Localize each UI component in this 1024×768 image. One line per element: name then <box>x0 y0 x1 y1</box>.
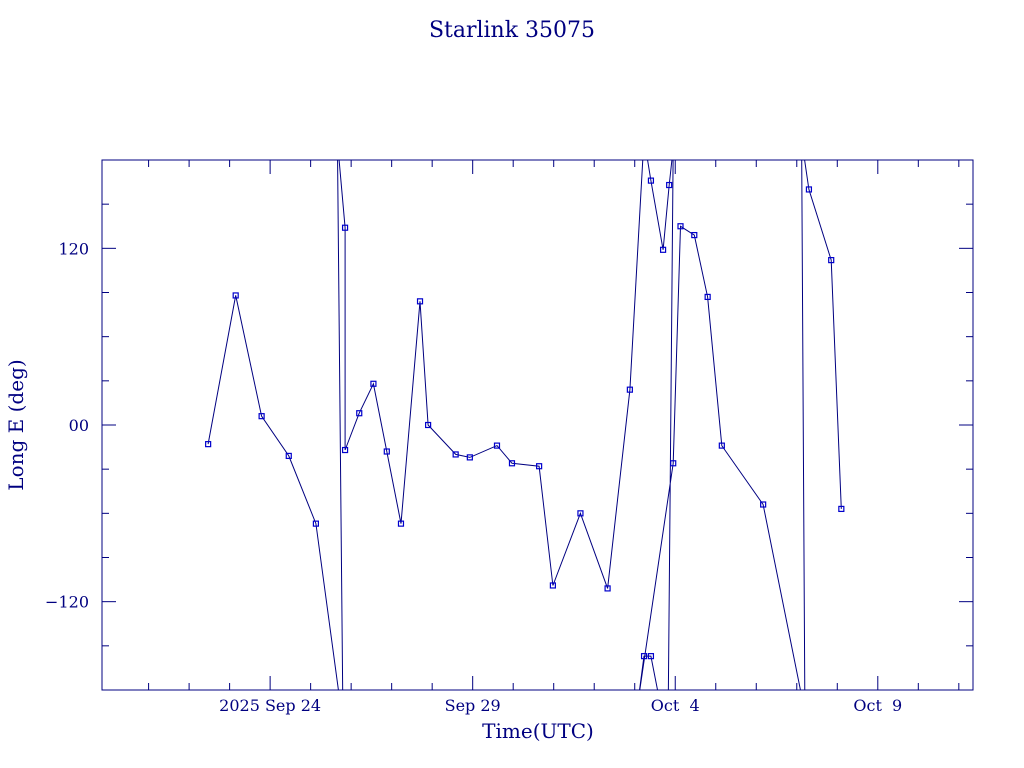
data-point-marker <box>370 380 377 387</box>
data-point-marker <box>805 186 813 193</box>
series-layer <box>207 160 842 690</box>
x-tick-label: Oct 9 <box>853 696 902 715</box>
data-point-marker <box>691 231 698 239</box>
data-point-marker <box>452 451 459 458</box>
data-point-marker <box>536 463 543 470</box>
data-point-marker <box>383 448 390 455</box>
data-point-marker <box>205 441 212 448</box>
y-tick-label: −120 <box>45 593 89 612</box>
data-point-marker <box>626 386 633 393</box>
data-point-marker <box>493 442 501 449</box>
data-point-marker <box>258 413 265 420</box>
y-tick-label: 00 <box>69 416 89 435</box>
data-point-marker <box>828 257 835 264</box>
data-point-marker <box>508 460 516 467</box>
data-point-marker <box>397 520 405 527</box>
data-point-marker <box>416 298 424 305</box>
data-point-marker <box>356 410 363 417</box>
data-point-marker <box>670 460 677 467</box>
marker-layer <box>205 177 845 660</box>
x-axis-label: Time(UTC) <box>482 719 594 743</box>
x-tick-label: Oct 4 <box>651 696 700 715</box>
data-point-marker <box>666 181 673 189</box>
y-tick-labels: 120 00 −120 <box>45 239 89 611</box>
data-point-marker <box>718 442 725 449</box>
x-tick-label: 2025 Sep 24 <box>219 696 321 715</box>
data-point-marker <box>425 421 432 429</box>
data-point-marker <box>341 224 349 231</box>
data-point-marker <box>647 177 655 184</box>
data-point-marker <box>640 653 648 660</box>
data-point-marker <box>647 653 655 660</box>
plot-frame <box>101 159 974 691</box>
data-point-marker <box>659 246 667 253</box>
data-point-marker <box>704 293 711 301</box>
minor-ticks <box>102 160 973 690</box>
data-point-marker <box>232 292 239 299</box>
data-point-marker <box>466 454 473 461</box>
data-point-marker <box>838 505 845 513</box>
chart-title: Starlink 35075 <box>429 18 595 43</box>
data-point-marker <box>760 501 767 508</box>
major-ticks <box>102 160 973 690</box>
data-point-marker <box>341 446 349 454</box>
data-point-marker <box>549 582 556 589</box>
data-point-marker <box>677 223 684 230</box>
series-line <box>207 160 842 690</box>
y-axis-label: Long E (deg) <box>4 359 28 490</box>
data-point-marker <box>312 520 320 527</box>
x-tick-label: Sep 29 <box>445 696 501 715</box>
data-point-marker <box>577 510 584 517</box>
y-tick-label: 120 <box>58 239 89 258</box>
data-point-marker <box>285 452 292 460</box>
x-tick-labels: 2025 Sep 24 Sep 29 Oct 4 Oct 9 <box>219 696 902 715</box>
data-point-marker <box>604 585 611 592</box>
